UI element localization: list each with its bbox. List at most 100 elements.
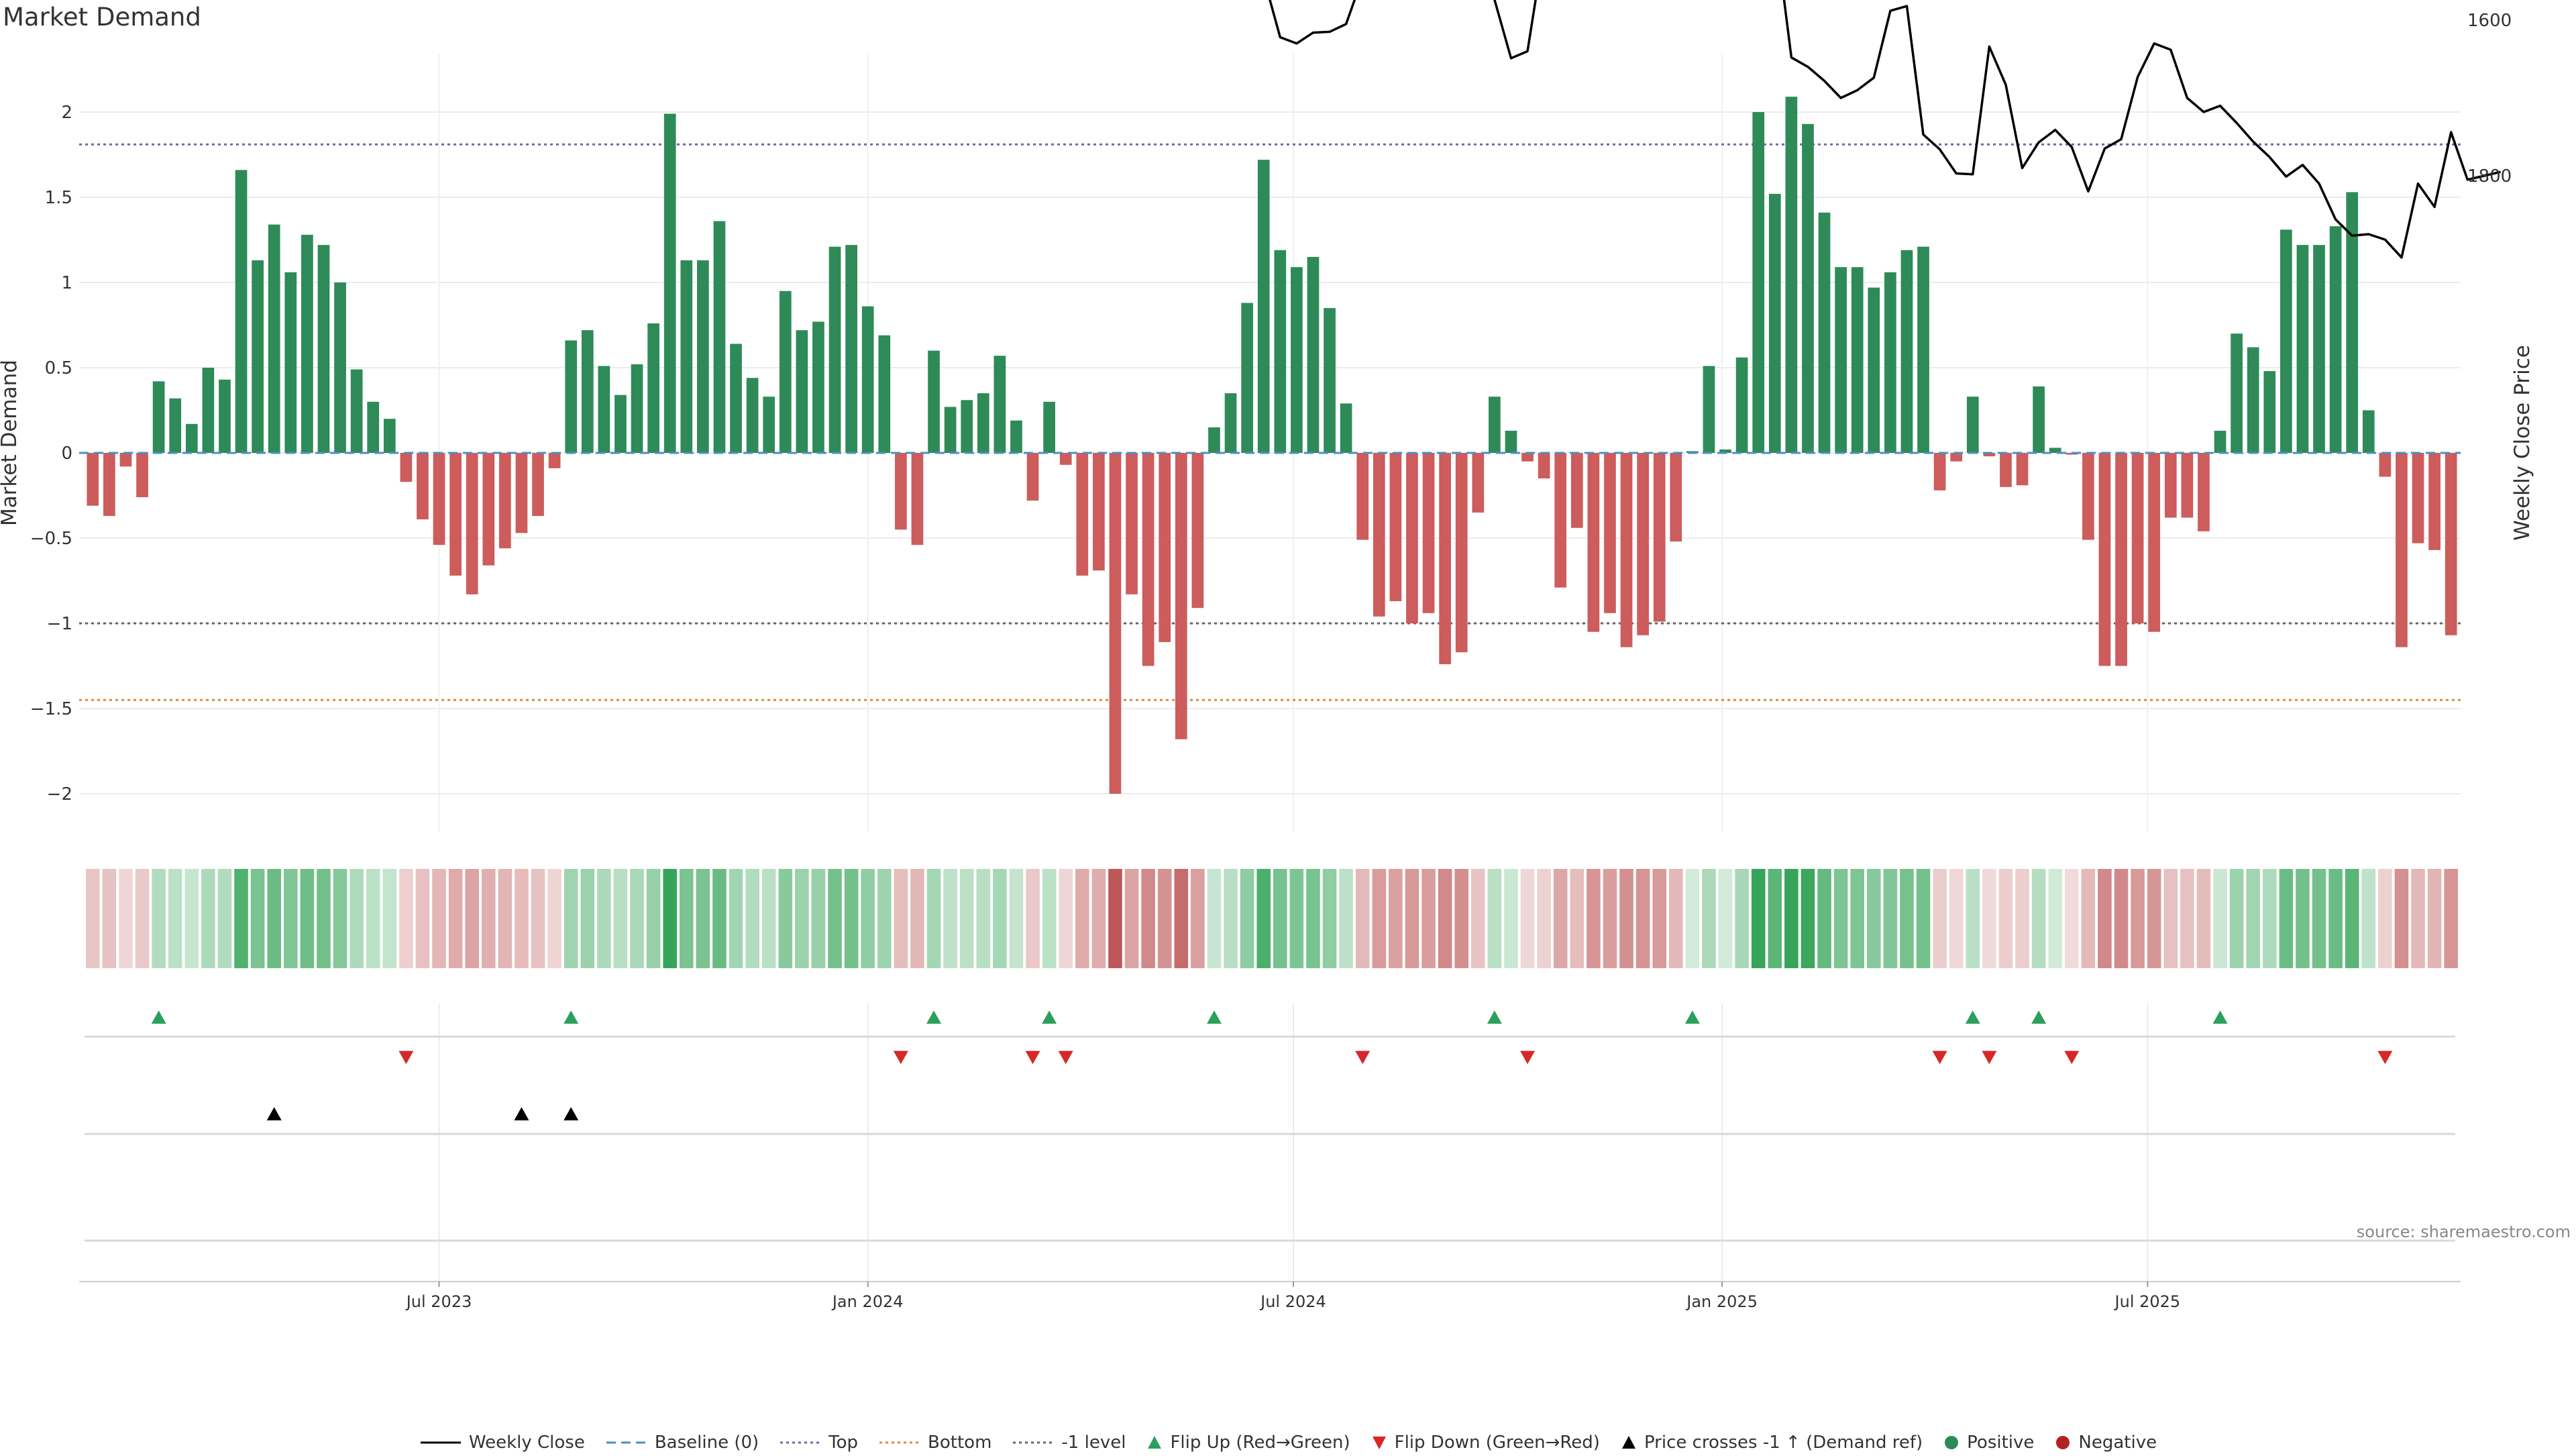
demand-bar bbox=[1340, 403, 1352, 453]
heat-cell bbox=[1224, 869, 1238, 968]
heat-cell bbox=[1355, 869, 1370, 968]
heat-cell bbox=[152, 869, 166, 968]
heat-cell bbox=[943, 869, 957, 968]
heat-cell bbox=[2163, 869, 2178, 968]
heat-cell bbox=[1372, 869, 1387, 968]
legend-item: Positive bbox=[1943, 1433, 2034, 1453]
demand-bar bbox=[2346, 192, 2359, 453]
heat-cell bbox=[680, 869, 694, 968]
demand-bar bbox=[977, 393, 989, 453]
demand-bar bbox=[367, 401, 380, 453]
demand-bar bbox=[466, 453, 478, 594]
demand-bar bbox=[2181, 453, 2194, 518]
heat-cell bbox=[1867, 869, 1881, 968]
demand-bar bbox=[1670, 453, 1682, 542]
demand-bar bbox=[1043, 401, 1055, 453]
heat-cell bbox=[2031, 869, 2046, 968]
demand-bar bbox=[1241, 303, 1253, 453]
demand-bar bbox=[647, 323, 659, 453]
heat-cell bbox=[2147, 869, 2161, 968]
heat-cell bbox=[1718, 869, 1733, 968]
demand-bar bbox=[1373, 453, 1385, 617]
flip-up-marker bbox=[1042, 1010, 1057, 1024]
heat-cell bbox=[1635, 869, 1650, 968]
heat-cell bbox=[761, 869, 776, 968]
demand-bar bbox=[252, 260, 264, 453]
demand-bar bbox=[631, 364, 643, 453]
source-note: source: sharemaestro.com bbox=[2356, 1223, 2571, 1241]
heat-cell bbox=[2213, 869, 2227, 968]
heat-cell bbox=[778, 869, 793, 968]
heat-cell bbox=[844, 869, 859, 968]
y-axis-label: Market Demand bbox=[0, 360, 21, 526]
heat-cell bbox=[597, 869, 611, 968]
heat-cell bbox=[482, 869, 496, 968]
heat-cell bbox=[1982, 869, 1996, 968]
heat-cell bbox=[993, 869, 1007, 968]
heat-cell bbox=[2081, 869, 2096, 968]
legend-item: Flip Up (Red→Green) bbox=[1146, 1433, 1350, 1453]
demand-bar bbox=[1422, 453, 1435, 613]
heat-cell bbox=[1207, 869, 1222, 968]
demand-bar bbox=[2329, 226, 2342, 453]
heat-cell bbox=[1966, 869, 1980, 968]
demand-bar bbox=[1010, 420, 1022, 453]
heat-cell bbox=[1240, 869, 1254, 968]
heat-cell bbox=[2279, 869, 2294, 968]
heat-cell bbox=[184, 869, 199, 968]
demand-bar bbox=[2247, 347, 2259, 453]
heat-cell bbox=[498, 869, 513, 968]
demand-bar bbox=[202, 368, 215, 453]
legend-item: Top bbox=[779, 1433, 858, 1453]
demand-bar bbox=[1291, 267, 1303, 453]
heat-cell bbox=[531, 869, 545, 968]
demand-bar bbox=[1818, 212, 1831, 453]
heat-cell bbox=[1669, 869, 1683, 968]
demand-bar bbox=[1521, 453, 1534, 462]
demand-bar bbox=[1538, 453, 1550, 479]
heat-cell bbox=[2114, 869, 2129, 968]
heat-cell bbox=[1306, 869, 1320, 968]
demand-bar bbox=[169, 398, 182, 453]
flip-down-marker bbox=[1982, 1051, 1997, 1064]
heat-cell bbox=[1389, 869, 1403, 968]
heat-cell bbox=[1339, 869, 1353, 968]
flip-up-marker bbox=[564, 1010, 579, 1024]
heat-cell bbox=[515, 869, 529, 968]
heat-cell bbox=[2378, 869, 2392, 968]
demand-bar bbox=[284, 272, 297, 453]
demand-bar bbox=[1835, 267, 1847, 453]
heat-cell bbox=[2065, 869, 2079, 968]
heat-cell bbox=[1850, 869, 1864, 968]
demand-bar bbox=[2000, 453, 2012, 487]
demand-bar bbox=[928, 350, 940, 453]
legend-item: Bottom bbox=[878, 1433, 991, 1453]
heat-cell bbox=[2345, 869, 2359, 968]
demand-bar bbox=[2313, 245, 2325, 453]
demand-bar bbox=[746, 378, 759, 453]
heat-cell bbox=[1026, 869, 1040, 968]
demand-bar bbox=[1175, 453, 1187, 739]
demand-bar bbox=[2148, 453, 2161, 632]
heat-cell bbox=[284, 869, 298, 968]
demand-bar bbox=[2362, 410, 2375, 453]
demand-bar bbox=[1653, 453, 1666, 622]
demand-bar bbox=[1703, 366, 1715, 453]
demand-bar bbox=[1159, 453, 1171, 642]
demand-bar bbox=[1274, 250, 1287, 453]
flip-down-marker bbox=[1932, 1051, 1947, 1064]
demand-bar bbox=[2296, 245, 2309, 453]
price-cross-marker bbox=[266, 1107, 282, 1121]
y2-axis-label: Weekly Close Price bbox=[2510, 345, 2534, 541]
demand-bar bbox=[1191, 453, 1204, 609]
heat-cell bbox=[317, 869, 331, 968]
demand-bar bbox=[1735, 357, 1748, 453]
flip-down-marker bbox=[1520, 1051, 1536, 1064]
heat-cell bbox=[696, 869, 710, 968]
demand-bar bbox=[861, 306, 874, 453]
legend-item: -1 level bbox=[1012, 1433, 1126, 1453]
demand-bar bbox=[1785, 97, 1798, 453]
heat-cell bbox=[366, 869, 380, 968]
demand-bar bbox=[730, 344, 742, 453]
legend-symbol bbox=[420, 1441, 461, 1444]
